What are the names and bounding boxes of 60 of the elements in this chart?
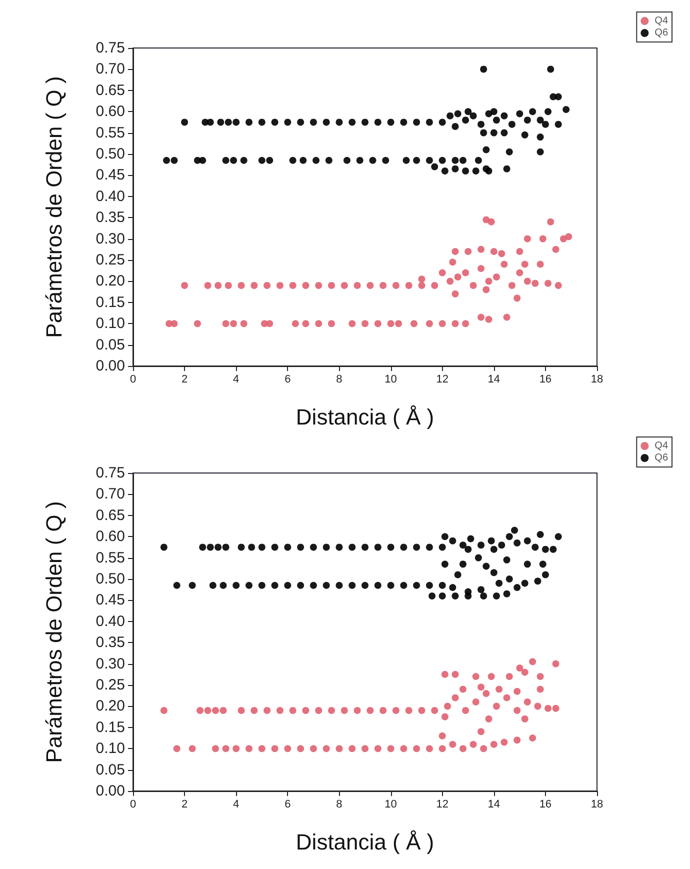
x-tick-label: 14 [488,374,500,386]
x-tick-label: 4 [233,374,240,386]
x-tick-label: 12 [436,798,448,810]
legend-label: Q4 [654,16,668,26]
y-tick-label: 0.00 [96,358,125,374]
x-tick-label: 6 [284,374,291,386]
y-tick-label: 0.25 [96,252,125,268]
y-axis-title: Parámetros de Orden ( Q ) [42,501,66,763]
y-tick-label: 0.75 [96,40,125,56]
y-tick-label: 0.45 [96,166,125,184]
y-tick-label: 0.75 [96,464,125,482]
x-tick-label: 16 [539,798,552,810]
x-tick-label: 0 [130,798,136,810]
y-tick-label: 0.50 [96,146,125,162]
y-tick-label: 0.40 [96,612,125,630]
x-tick-label: 10 [384,798,397,810]
x-tick-label: 2 [181,798,188,810]
y-tick-label: 0.40 [96,188,125,205]
y-tick-label: 0.05 [96,761,125,778]
x-tick-label: 4 [233,798,240,810]
x-tick-label: 10 [384,374,397,386]
y-tick-label: 0.70 [96,486,125,503]
x-tick-label: 18 [590,798,604,810]
x-tick-label: 8 [336,798,342,810]
y-tick-label: 0.30 [96,230,125,248]
legend-label: Q4 [654,440,668,452]
x-tick-label: 0 [130,374,136,386]
x-tick-label: 16 [539,374,552,386]
y-tick-label: 0.65 [96,506,125,524]
x-tick-label: 14 [488,798,500,810]
x-tick-label: 18 [590,374,604,386]
x-axis-title: Distancia ( Å ) [296,830,434,854]
y-tick-label: 0.60 [96,528,125,546]
y-tick-label: 0.55 [96,124,125,142]
y-tick-label: 0.35 [96,634,125,652]
y-tick-label: 0.70 [96,60,125,78]
legend-label: Q6 [654,28,668,38]
y-tick-label: 0.10 [96,315,125,332]
x-tick-label: 8 [336,374,342,386]
y-tick-label: 0.55 [96,549,125,566]
y-tick-label: 0.25 [96,676,125,694]
x-tick-label: 2 [181,374,188,386]
x-tick-label: 12 [436,374,448,386]
y-tick-label: 0.10 [96,740,125,758]
y-tick-label: 0.20 [96,272,125,290]
y-tick-label: 0.35 [96,209,125,226]
y-tick-label: 0.15 [96,718,125,736]
y-tick-label: 0.20 [96,698,125,715]
y-axis-title: Parámetros de Orden ( Q ) [42,76,66,338]
y-tick-label: 0.15 [96,294,125,311]
x-tick-label: 6 [284,798,291,810]
y-tick-label: 0.00 [96,782,125,800]
y-tick-label: 0.60 [96,103,125,120]
legend-label: Q6 [654,452,668,464]
y-tick-label: 0.45 [96,592,125,609]
y-tick-label: 0.30 [96,655,125,672]
x-axis-title: Distancia ( Å ) [296,404,434,430]
y-tick-label: 0.65 [96,82,125,99]
y-tick-label: 0.50 [96,570,125,588]
y-tick-label: 0.05 [96,336,125,354]
